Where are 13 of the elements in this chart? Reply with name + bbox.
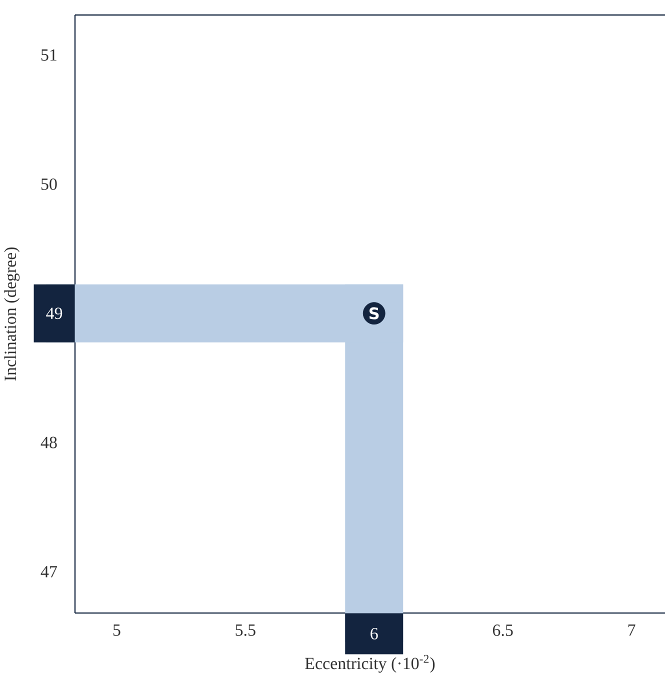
x-tick-label: 6.5 (492, 624, 513, 636)
y-axis-title: Inclination (degree) (4, 247, 20, 381)
ref-line-label: 6 (370, 628, 378, 640)
x-tick-label: 7 (628, 624, 636, 636)
annotation: S (370, 307, 379, 320)
x-tick-label: 5 (113, 624, 120, 636)
y-tick-label: 47 (40, 566, 57, 578)
x-axis-title: Eccentricity (·10$^{-2}$) (305, 654, 435, 673)
y-tick-label: 48 (40, 436, 57, 448)
x-tick-label: 5.5 (236, 624, 256, 636)
y-tick-label: 51 (41, 49, 56, 61)
y-tick-label: 50 (41, 178, 57, 190)
ref-line-label: 49 (46, 308, 62, 320)
